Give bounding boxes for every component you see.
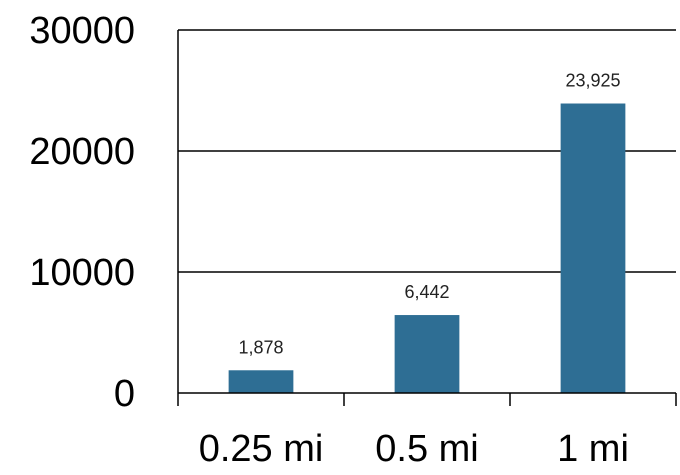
data-label: 23,925: [565, 71, 620, 91]
bar: [228, 370, 294, 393]
x-category-label: 0.25 mi: [199, 428, 324, 470]
data-label: 1,878: [238, 337, 283, 357]
y-tick-label: 0: [114, 373, 135, 415]
bar: [394, 315, 460, 393]
bars: [228, 103, 626, 393]
bar: [560, 103, 626, 393]
x-category-label: 1 mi: [557, 428, 629, 470]
axes: [177, 30, 677, 406]
labels: 0 10000 20000 30000 1,878 0.25 mi 6,442 0.5 mi 2…: [29, 10, 629, 470]
y-tick-label: 30000: [29, 10, 135, 52]
x-category-label: 0.5 mi: [375, 428, 478, 470]
data-label: 6,442: [404, 282, 449, 302]
y-tick-label: 20000: [29, 131, 135, 173]
y-tick-label: 10000: [29, 252, 135, 294]
